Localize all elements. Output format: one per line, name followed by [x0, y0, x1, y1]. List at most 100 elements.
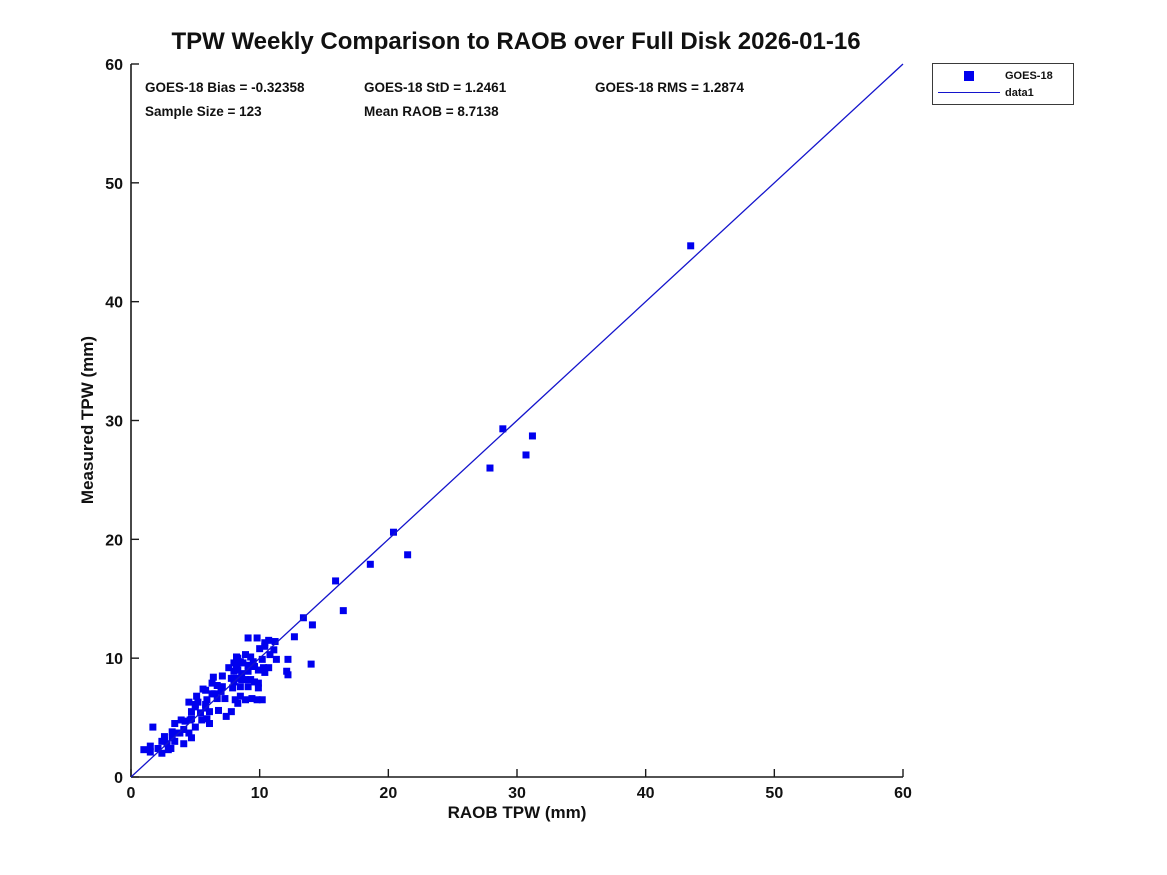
- scatter-point: [218, 683, 226, 691]
- scatter-point: [185, 698, 193, 706]
- y-tick-label: 0: [114, 770, 123, 787]
- scatter-point: [687, 242, 695, 250]
- scatter-point: [149, 723, 157, 731]
- scatter-point: [270, 646, 278, 654]
- scatter-point: [254, 684, 262, 692]
- x-tick-label: 10: [251, 785, 269, 802]
- scatter-point: [194, 698, 202, 706]
- scatter-point: [205, 708, 213, 716]
- scatter-point: [389, 528, 397, 536]
- legend-item-goes18: GOES-18: [933, 69, 1073, 83]
- scatter-point: [244, 667, 252, 675]
- stat-bias: GOES-18 Bias = -0.32358: [145, 80, 305, 95]
- scatter-point: [211, 690, 219, 698]
- scatter-point: [236, 683, 244, 691]
- y-tick-label: 50: [105, 176, 123, 193]
- scatter-point: [177, 716, 185, 724]
- scatter-point: [339, 607, 347, 615]
- scatter-point: [253, 696, 261, 704]
- scatter-point: [254, 679, 262, 687]
- scatter-point: [176, 729, 184, 737]
- scatter-point: [146, 742, 154, 750]
- scatter-point: [185, 729, 193, 737]
- scatter-point: [203, 696, 211, 704]
- scatter-point: [203, 715, 211, 723]
- scatter-point: [208, 679, 216, 687]
- scatter-point: [198, 716, 206, 724]
- scatter-point: [244, 683, 252, 691]
- scatter-point: [140, 746, 148, 754]
- stat-sample-size: Sample Size = 123: [145, 104, 262, 119]
- scatter-point: [261, 642, 269, 650]
- scatter-point: [158, 749, 166, 757]
- y-tick-label: 60: [105, 57, 123, 74]
- scatter-point: [187, 715, 195, 723]
- scatter-point: [231, 696, 239, 704]
- scatter-point: [247, 653, 255, 661]
- y-tick-label: 40: [105, 295, 123, 312]
- scatter-point: [222, 712, 230, 720]
- scatter-point: [227, 708, 235, 716]
- scatter-point: [181, 717, 189, 725]
- scatter-point: [284, 671, 292, 679]
- y-tick-label: 20: [105, 532, 123, 549]
- scatter-point: [404, 551, 412, 559]
- scatter-point: [283, 667, 291, 675]
- scatter-point: [187, 734, 195, 742]
- scatter-point: [234, 699, 242, 707]
- scatter-point: [213, 695, 221, 703]
- stat-mean-raob: Mean RAOB = 8.7138: [364, 104, 499, 119]
- scatter-point: [202, 686, 210, 694]
- scatter-point: [180, 740, 188, 748]
- scatter-point: [168, 728, 176, 736]
- scatter-point: [244, 634, 252, 642]
- scatter-point: [271, 638, 279, 646]
- scatter-point: [146, 748, 154, 756]
- scatter-point: [256, 645, 264, 653]
- scatter-point: [308, 621, 316, 629]
- legend-label-goes18: GOES-18: [1005, 69, 1053, 82]
- scatter-point: [233, 662, 241, 670]
- scatter-point: [234, 654, 242, 662]
- scatter-point: [225, 664, 233, 672]
- scatter-point: [260, 664, 268, 672]
- scatter-point: [238, 676, 246, 684]
- scatter-point: [254, 666, 262, 674]
- x-tick-label: 60: [894, 785, 912, 802]
- scatter-point: [229, 684, 237, 692]
- x-axis-label: RAOB TPW (mm): [447, 803, 587, 822]
- scatter-point: [266, 651, 274, 659]
- scatter-point: [193, 692, 201, 700]
- scatter-point: [307, 660, 315, 668]
- scatter-point: [332, 577, 340, 585]
- scatter-point: [522, 451, 530, 459]
- scatter-point: [180, 725, 188, 733]
- x-tick-label: 50: [765, 785, 783, 802]
- scatter-point: [244, 661, 252, 669]
- legend-label-data1: data1: [1005, 86, 1034, 99]
- scatter-point: [160, 736, 168, 744]
- scatter-point: [261, 668, 269, 676]
- scatter-point: [239, 659, 247, 667]
- line-sample-icon: [938, 92, 1000, 93]
- scatter-point: [230, 659, 238, 667]
- scatter-point: [187, 708, 195, 716]
- scatter-point: [171, 737, 179, 745]
- scatter-point: [284, 655, 292, 663]
- scatter-point: [191, 723, 199, 731]
- scatter-point: [528, 432, 536, 440]
- scatter-point: [234, 666, 242, 674]
- scatter-point: [499, 425, 507, 433]
- scatter-point: [253, 634, 261, 642]
- scatter-point: [251, 662, 259, 670]
- scatter-point: [236, 692, 244, 700]
- x-tick-label: 40: [637, 785, 655, 802]
- scatter-point: [233, 674, 241, 682]
- stat-rms: GOES-18 RMS = 1.2874: [595, 80, 744, 95]
- x-tick-label: 30: [508, 785, 526, 802]
- square-marker-icon: [964, 70, 974, 81]
- scatter-point: [265, 636, 273, 644]
- x-tick-label: 20: [379, 785, 397, 802]
- scatter-point: [167, 744, 175, 752]
